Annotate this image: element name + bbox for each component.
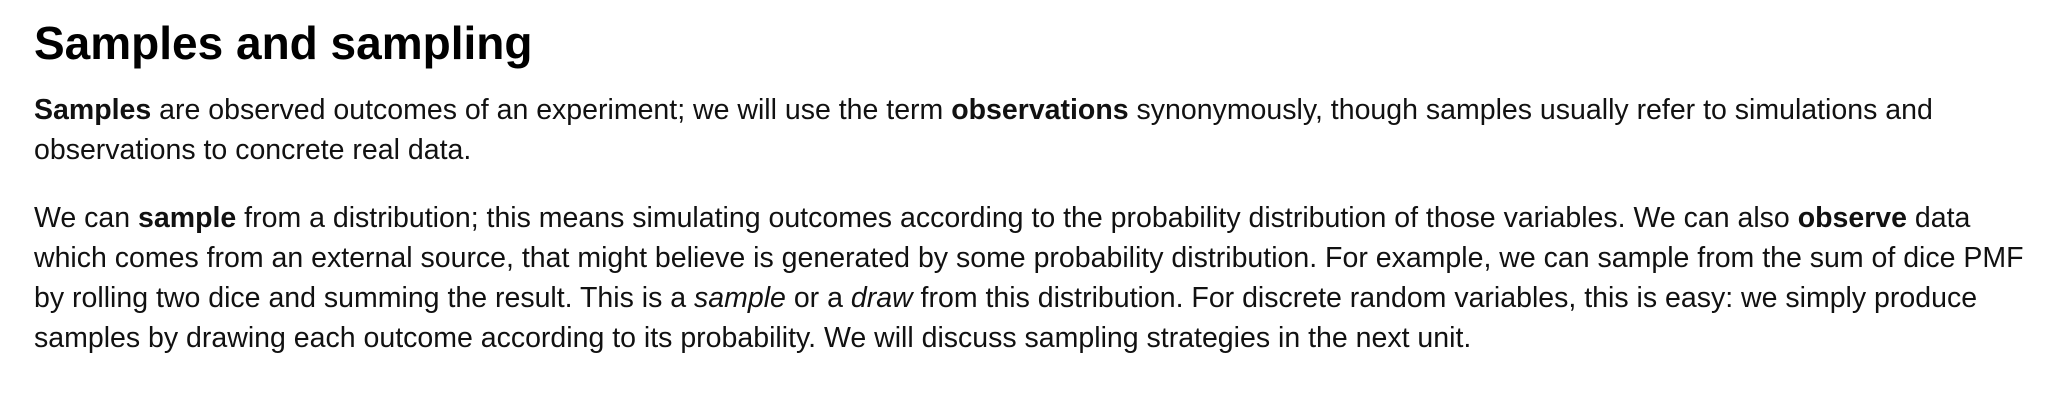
emphasis-sample: sample [694,282,786,314]
text-span: or a [785,282,851,314]
text-span: synonymously, though samples usually ref… [34,94,1933,166]
document-body: Samples and sampling Samples are observe… [34,17,2027,358]
emphasis-draw: draw [850,282,913,314]
term-sample: sample [138,202,237,234]
paragraph-sampling-explanation: We can sample from a distribution; this … [34,198,2027,358]
text-span: We can [34,202,139,234]
text-span: from a distribution; this means simulati… [236,202,1798,234]
text-span: data which comes from an external source… [34,202,2024,314]
section-heading: Samples and sampling [34,17,533,69]
paragraph-samples-definition: Samples are observed outcomes of an expe… [34,90,2027,170]
text-span: from this distribution. For discrete ran… [34,282,1978,354]
text-span: are observed outcomes of an experiment; … [151,94,952,126]
term-samples: Samples [34,94,152,126]
term-observations: observations [951,94,1129,126]
term-observe: observe [1797,202,1907,234]
